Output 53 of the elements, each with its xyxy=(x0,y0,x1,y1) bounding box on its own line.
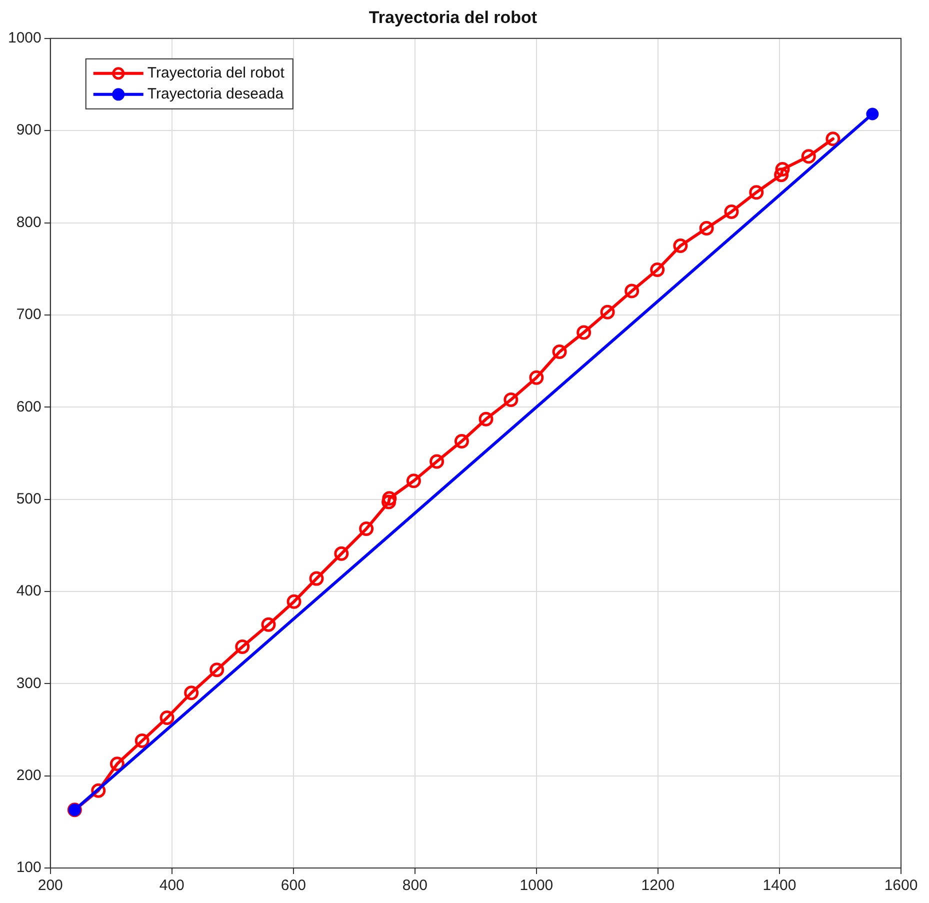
point xyxy=(699,221,714,236)
point xyxy=(478,412,494,426)
point xyxy=(650,262,665,278)
y-tick-label: 800 xyxy=(16,214,42,231)
x-tick-label: 1200 xyxy=(641,877,675,894)
point xyxy=(552,344,567,360)
x-tick-label: 1600 xyxy=(884,877,918,894)
point xyxy=(309,571,324,586)
point xyxy=(261,617,276,632)
point xyxy=(576,325,592,340)
point xyxy=(406,474,421,488)
point xyxy=(430,454,444,469)
y-tick-label: 1000 xyxy=(8,30,42,47)
point xyxy=(774,168,789,182)
point xyxy=(673,238,688,254)
point xyxy=(724,204,739,219)
y-tick-label: 300 xyxy=(16,674,42,692)
point xyxy=(235,640,250,654)
point xyxy=(454,434,469,448)
legend-label: Trayectoria deseada xyxy=(147,86,284,103)
chart-title: Trayectoria del robot xyxy=(368,8,538,27)
point xyxy=(826,132,840,146)
point xyxy=(210,662,224,678)
point xyxy=(359,522,374,536)
point xyxy=(160,710,174,725)
point xyxy=(600,304,615,320)
point xyxy=(775,162,790,177)
legend-label: Trayectoria del robot xyxy=(147,64,286,82)
point xyxy=(529,370,544,385)
point xyxy=(334,546,349,561)
x-tick-label: 1000 xyxy=(520,877,554,894)
point xyxy=(134,734,150,748)
point xyxy=(286,594,302,609)
x-tick-label: 600 xyxy=(280,877,306,894)
y-tick-label: 400 xyxy=(16,582,42,600)
y-tick-label: 600 xyxy=(16,398,42,416)
y-tick-label: 100 xyxy=(16,859,42,876)
point xyxy=(504,392,518,407)
x-tick-label: 400 xyxy=(159,877,184,894)
point xyxy=(624,284,640,298)
point xyxy=(184,686,199,700)
x-tick-label: 1400 xyxy=(762,877,796,894)
point xyxy=(382,491,397,506)
x-tick-label: 800 xyxy=(402,877,428,894)
y-tick-label: 700 xyxy=(16,306,42,324)
point xyxy=(749,185,764,200)
point xyxy=(382,494,396,510)
x-tick-label: 200 xyxy=(38,877,63,894)
y-tick-label: 200 xyxy=(16,766,42,784)
point xyxy=(801,149,816,164)
point xyxy=(866,108,879,120)
y-tick-label: 500 xyxy=(16,490,42,508)
y-tick-label: 900 xyxy=(16,122,42,139)
